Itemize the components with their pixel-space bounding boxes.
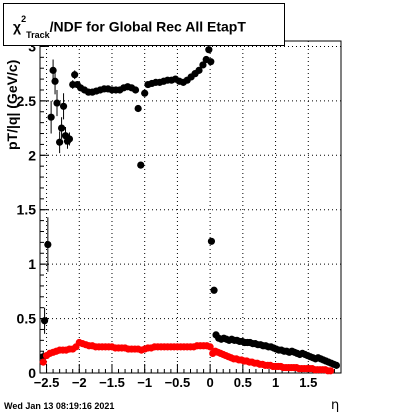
data-point: [57, 124, 66, 132]
chart-title: χ2 Track/NDF for Global Rec All EtapT: [13, 14, 246, 41]
data-point: [39, 358, 47, 366]
series-black: [39, 46, 341, 369]
data-point: [199, 61, 207, 69]
data-point: [137, 161, 145, 169]
data-point: [205, 46, 213, 54]
data-point: [53, 99, 61, 107]
x-tick-label: 0: [207, 375, 214, 390]
y-tick-label: 1.5: [17, 202, 37, 218]
y-tick-label: 0.5: [17, 311, 37, 327]
axis-ticks: −2.5 −2 −1.5 −1 −0.5 0 0.5 1 1.5 0 0.5 1 1.5 2 2.5 3: [17, 38, 335, 390]
data-point: [44, 240, 52, 249]
data-point: [131, 86, 140, 94]
x-tick-label: 1: [272, 375, 279, 390]
y-tick-label: 1: [28, 256, 36, 272]
y-axis-label: pT/|q| (GeV/c): [4, 59, 20, 150]
y-tick-label: 2.5: [17, 93, 37, 109]
data-point: [40, 317, 49, 325]
data-point: [332, 361, 341, 369]
data-point: [134, 104, 142, 113]
data-point: [206, 343, 214, 351]
data-point: [71, 71, 79, 79]
x-tick-label: −2.5: [34, 375, 60, 390]
title-box: χ2 Track/NDF for Global Rec All EtapT: [3, 3, 285, 46]
data-point: [195, 66, 203, 74]
data-point: [51, 77, 59, 85]
plot-frame: [39, 40, 342, 374]
data-point: [207, 58, 215, 66]
data-point: [65, 135, 74, 143]
title-rest: /NDF for Global Rec All EtapT: [49, 18, 246, 35]
x-tick-label: −1: [137, 375, 152, 390]
data-point: [56, 138, 64, 146]
y-tick-label: 0: [28, 365, 36, 381]
y-tick-label: 2: [28, 147, 36, 163]
timestamp-footer: Wed Jan 13 08:19:16 2021: [4, 401, 115, 411]
data-point: [49, 66, 57, 74]
x-tick-label: 0.5: [234, 375, 252, 390]
data-point: [59, 102, 68, 110]
grid-lines: [40, 41, 341, 374]
title-sub: Track: [26, 30, 50, 41]
series-red: [39, 338, 335, 375]
data-point: [47, 113, 55, 121]
x-axis-label: η: [331, 398, 340, 413]
y-tick-label: 3: [28, 38, 36, 54]
x-tick-label: −1.5: [99, 375, 125, 390]
data-point: [207, 237, 216, 245]
x-tick-label: 1.5: [299, 375, 317, 390]
x-tick-label: −0.5: [165, 375, 191, 390]
data-point: [210, 286, 218, 294]
data-point: [326, 367, 335, 375]
data-point: [141, 89, 149, 97]
title-sup: 2: [21, 14, 27, 24]
title-chi: χ: [13, 18, 22, 35]
x-tick-label: −2: [72, 375, 87, 390]
